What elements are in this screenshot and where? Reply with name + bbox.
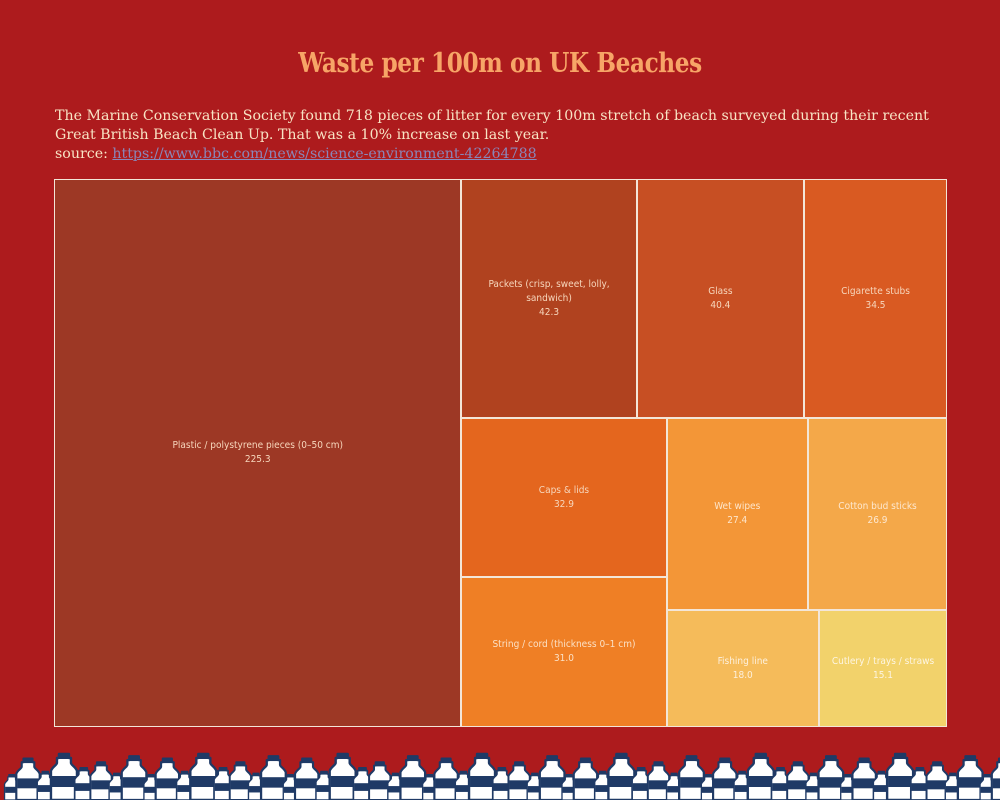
bottle-icon	[607, 752, 636, 800]
bottle-icon	[538, 755, 566, 800]
tile-category-label: Cotton bud sticks	[838, 501, 917, 513]
treemap-tile: Cigarette stubs 34.5	[804, 179, 947, 419]
tile-value-label: 15.1	[872, 669, 894, 681]
tile-category-label: String / cord (thickness 0–1 cm)	[492, 639, 636, 651]
bottle-icon	[49, 752, 79, 800]
bottle-icon	[154, 757, 181, 800]
tile-category-label: Fishing line	[717, 655, 768, 667]
bottle-icon	[956, 755, 984, 800]
bottle-icon	[352, 766, 373, 800]
bottle-icon	[189, 752, 218, 800]
chart-description: The Marine Conservation Society found 71…	[55, 107, 955, 164]
bottle-icon	[507, 761, 531, 800]
bottle-icon	[786, 761, 810, 800]
description-line-1: The Marine Conservation Society found 71…	[55, 108, 929, 124]
bottle-icon	[925, 761, 949, 800]
bottle-icon	[712, 757, 738, 800]
tile-label: Cutlery / trays / straws 15.1	[824, 655, 942, 683]
tile-label: Fishing line 18.0	[672, 655, 815, 683]
bottle-icon	[399, 755, 427, 800]
bottle-icon	[89, 761, 113, 800]
tile-value-label: 34.5	[865, 299, 886, 311]
bottle-icon	[770, 766, 791, 800]
tile-value-label: 42.3	[539, 306, 560, 318]
tile-value-label: 31.0	[553, 653, 574, 665]
bottle-icon	[646, 761, 671, 800]
tile-label: Caps & lids 32.9	[466, 484, 661, 512]
tile-category-label: Glass	[708, 285, 733, 297]
description-line-2: Great British Beach Clean Up. That was a…	[55, 127, 550, 143]
tile-label: String / cord (thickness 0–1 cm) 31.0	[466, 638, 661, 666]
source-link[interactable]: https://www.bbc.com/news/science-environ…	[112, 146, 537, 162]
treemap-tile: Glass 40.4	[636, 179, 805, 419]
tile-label: Plastic / polystyrene pieces (0–50 cm) 22…	[59, 439, 456, 467]
bottle-icon	[228, 761, 253, 800]
treemap-tile: Cotton bud sticks 26.9	[808, 418, 947, 611]
bottle-icon	[454, 770, 473, 800]
treemap-tile: String / cord (thickness 0–1 cm) 31.0	[461, 577, 667, 727]
treemap-tile: Plastic / polystyrene pieces (0–50 cm) 22…	[54, 179, 462, 727]
bottle-icon	[817, 755, 845, 800]
bottle-icon	[120, 755, 148, 800]
bottles-decoration	[3, 752, 1000, 800]
chart-title: Waste per 100m on UK Beaches	[298, 48, 702, 79]
tile-label: Glass 40.4	[642, 285, 799, 313]
source-label: source:	[55, 146, 113, 162]
tile-label: Cotton bud sticks 26.9	[813, 500, 942, 528]
bottle-icon	[368, 761, 392, 800]
treemap-tile: Wet wipes 27.4	[666, 418, 809, 611]
bottle-icon	[678, 755, 705, 800]
tile-value-label: 26.9	[867, 515, 888, 527]
treemap-tile: Fishing line 18.0	[666, 610, 820, 727]
bottle-icon	[328, 752, 357, 800]
tile-label: Cigarette stubs 34.5	[809, 285, 942, 313]
tile-category-label: Cutlery / trays / straws	[831, 655, 935, 667]
tile-value-label: 18.0	[732, 669, 753, 681]
bottle-icon	[15, 757, 41, 800]
treemap-tile: Caps & lids 32.9	[461, 418, 667, 578]
source-line: source: https://www.bbc.com/news/science…	[55, 145, 955, 164]
treemap-tile: Cutlery / trays / straws 15.1	[819, 610, 947, 727]
treemap-tile: Packets (crisp, sweet, lolly, sandwich) 4…	[461, 179, 637, 419]
tile-value-label: 27.4	[727, 515, 748, 527]
bottle-icon	[990, 757, 1000, 800]
tile-category-label: Wet wipes	[714, 501, 761, 513]
bottle-icon	[851, 757, 877, 800]
tile-value-label: 40.4	[710, 299, 731, 311]
bottle-icon	[746, 752, 775, 800]
tile-value-label: 32.9	[553, 498, 574, 510]
bottle-icon	[467, 752, 497, 800]
bottle-icon	[433, 757, 459, 800]
bottle-icon	[259, 755, 287, 800]
bottle-icon	[293, 757, 320, 800]
tile-category-label: Cigarette stubs	[841, 285, 910, 297]
bottle-icon	[885, 752, 915, 800]
tile-category-label: Caps & lids	[538, 484, 590, 496]
tile-category-label: Packets (crisp, sweet, lolly, sandwich)	[488, 278, 610, 304]
bottle-icon	[572, 757, 599, 800]
tile-label: Packets (crisp, sweet, lolly, sandwich) 4…	[466, 278, 631, 320]
tile-category-label: Plastic / polystyrene pieces (0–50 cm)	[172, 440, 343, 451]
tile-label: Wet wipes 27.4	[672, 500, 804, 528]
treemap-chart: Plastic / polystyrene pieces (0–50 cm) 22…	[54, 179, 947, 727]
tile-value-label: 225.3	[244, 454, 271, 465]
